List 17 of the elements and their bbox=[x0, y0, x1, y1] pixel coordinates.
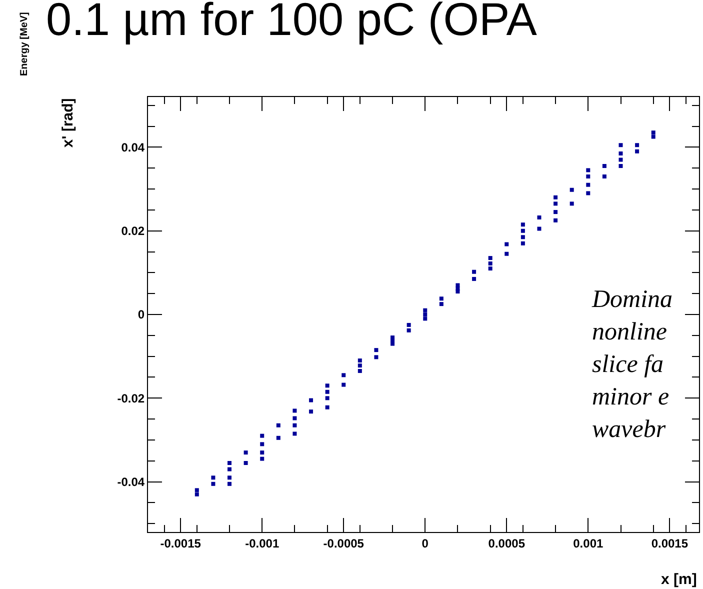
text: Energy [MeV] bbox=[19, 12, 30, 76]
y-tick-label: 0.02 bbox=[121, 224, 145, 238]
y-tick-label: 0.04 bbox=[121, 140, 145, 154]
y-axis-title: x' [rad] bbox=[60, 98, 77, 148]
x-tick-label: 0 bbox=[422, 536, 429, 550]
y-tick-label: 0 bbox=[138, 308, 145, 322]
x-tick-label: 0.0015 bbox=[651, 536, 688, 550]
x-tick-label: 0.001 bbox=[573, 536, 604, 550]
annotation: Domina nonline slice fa minor e wavebr bbox=[591, 286, 673, 443]
x-tick-label: -0.0015 bbox=[160, 536, 202, 550]
y-tick-label: -0.04 bbox=[117, 475, 145, 490]
x-axis-title: x [m] bbox=[661, 571, 697, 588]
chart-title: 0.1 µm for 100 pC (OPA bbox=[46, 0, 538, 46]
x-tick-label: -0.001 bbox=[245, 536, 280, 550]
x-tick-label: 0.0005 bbox=[488, 536, 526, 550]
y-tick-label: -0.02 bbox=[117, 391, 145, 406]
x-tick-label: -0.0005 bbox=[323, 536, 364, 550]
